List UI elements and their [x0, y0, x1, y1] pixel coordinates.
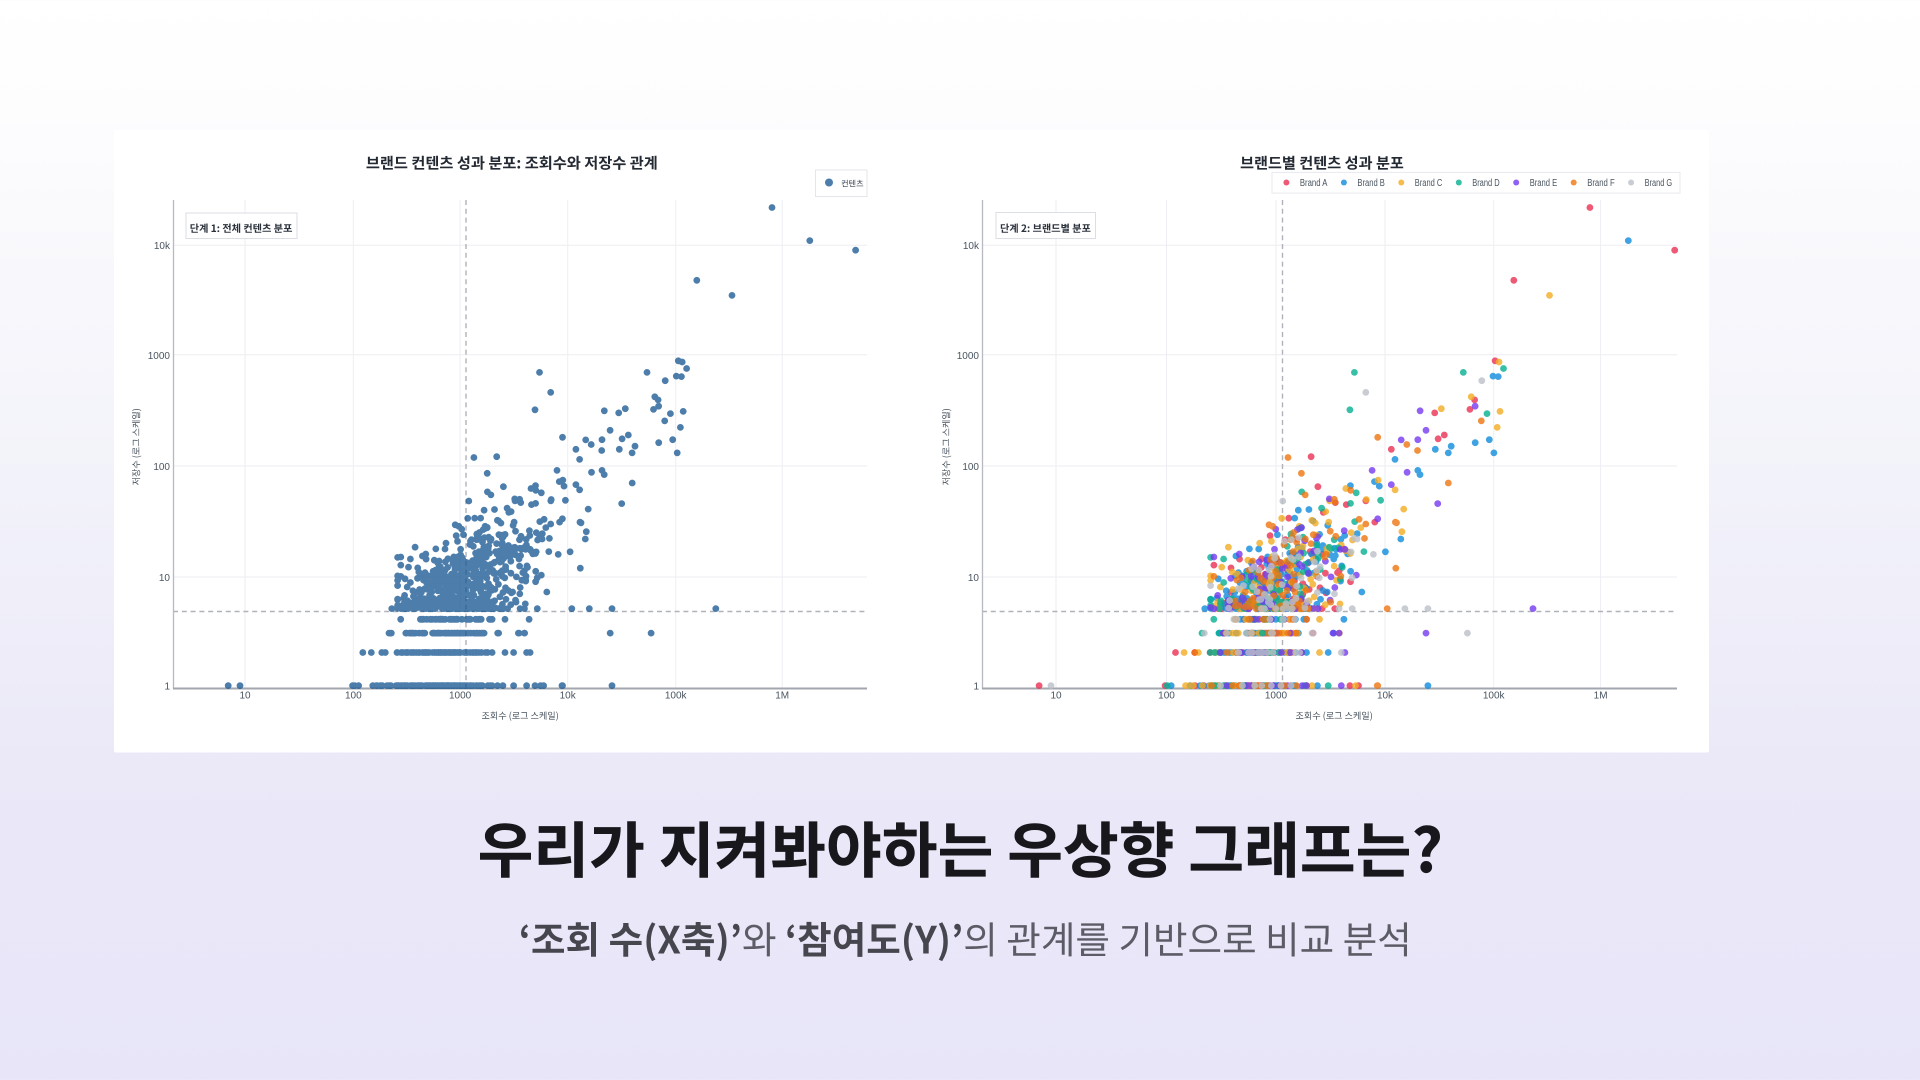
- svg-text:1000: 1000: [957, 351, 980, 362]
- svg-text:1000: 1000: [449, 691, 472, 702]
- svg-text:Brand A: Brand A: [1300, 178, 1328, 189]
- svg-text:100k: 100k: [665, 691, 688, 702]
- svg-text:Brand G: Brand G: [1645, 178, 1673, 189]
- svg-text:Brand D: Brand D: [1472, 178, 1500, 189]
- svg-text:1M: 1M: [1594, 691, 1608, 702]
- svg-text:100: 100: [153, 462, 170, 473]
- svg-text:100k: 100k: [1483, 691, 1506, 702]
- svg-text:10: 10: [159, 573, 171, 584]
- svg-text:1: 1: [973, 682, 979, 693]
- svg-text:10: 10: [239, 691, 251, 702]
- svg-text:10k: 10k: [963, 241, 980, 252]
- svg-text:10: 10: [968, 573, 980, 584]
- svg-text:10k: 10k: [1377, 691, 1394, 702]
- svg-text:1000: 1000: [148, 351, 171, 362]
- svg-text:100: 100: [345, 691, 362, 702]
- svg-text:100: 100: [962, 462, 979, 473]
- svg-text:10: 10: [1050, 691, 1062, 702]
- svg-text:1: 1: [164, 682, 170, 693]
- svg-text:100: 100: [1158, 691, 1175, 702]
- svg-text:1000: 1000: [1265, 691, 1288, 702]
- svg-text:10k: 10k: [560, 691, 577, 702]
- svg-text:Brand C: Brand C: [1415, 178, 1443, 189]
- svg-text:Brand E: Brand E: [1530, 178, 1558, 189]
- svg-text:Brand F: Brand F: [1587, 178, 1615, 189]
- svg-text:Brand B: Brand B: [1357, 178, 1385, 189]
- svg-text:1M: 1M: [775, 691, 789, 702]
- svg-text:10k: 10k: [154, 241, 171, 252]
